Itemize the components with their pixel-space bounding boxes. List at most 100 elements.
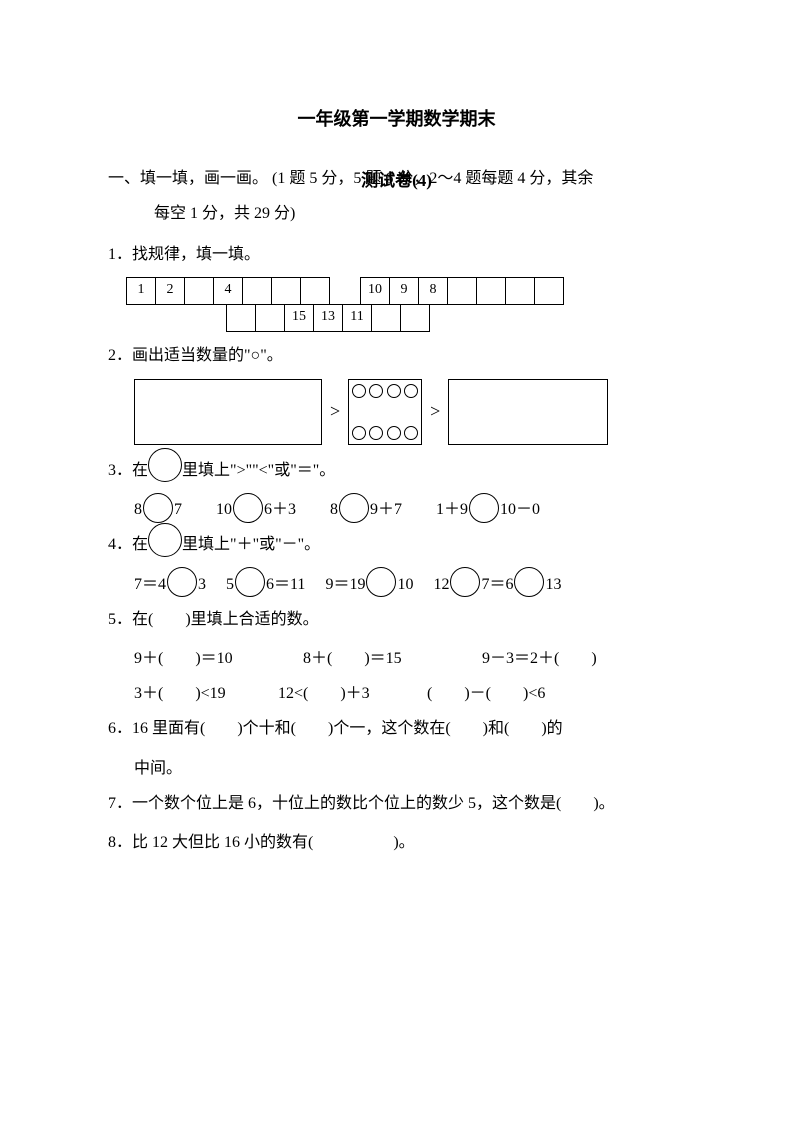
cell[interactable] <box>226 304 256 332</box>
q5-l2b: 12<( )＋3 <box>278 676 423 711</box>
q2-box-left[interactable] <box>134 379 322 445</box>
circle-row <box>352 426 418 440</box>
val: 8 <box>330 492 338 527</box>
circle-icon <box>369 426 383 440</box>
cell[interactable]: 15 <box>284 304 314 332</box>
val: 7 <box>174 492 182 527</box>
circle-blank-icon[interactable] <box>167 567 197 597</box>
circle-blank-icon[interactable] <box>514 567 544 597</box>
cell[interactable]: 10 <box>360 277 390 305</box>
question-8: 8．比 12 大但比 16 小的数有( )。 <box>108 825 685 860</box>
q8-num: 8． <box>108 825 132 860</box>
question-7: 7．一个数个位上是 6，十位上的数比个位上的数少 5，这个数是( )。 <box>108 786 685 821</box>
q1-seq-row-1: 1 2 4 10 9 8 <box>108 277 685 305</box>
val: 6＋3 <box>264 492 296 527</box>
s1-score-cont: 每空 1 分，共 29 分) <box>108 196 685 231</box>
section1: 一、填一填，画一画。 (1 题 5 分，5 题 6 分，2～4 题每题 4 分，… <box>108 161 685 196</box>
q1-text: 找规律，填一填。 <box>132 246 260 263</box>
cell[interactable] <box>400 304 430 332</box>
q5-l1a: 9＋( )＝10 <box>134 641 299 676</box>
q1-seq-c: 15 13 11 <box>226 304 430 332</box>
question-1: 1．找规律，填一填。 <box>108 237 685 272</box>
q1-seq-row-2: 15 13 11 <box>108 305 685 332</box>
cell[interactable] <box>476 277 506 305</box>
q3-e4: 1＋9 10－0 <box>436 492 540 527</box>
cell[interactable]: 13 <box>313 304 343 332</box>
q1-num: 1． <box>108 237 132 272</box>
circle-blank-icon[interactable] <box>469 493 499 523</box>
cell[interactable] <box>534 277 564 305</box>
q3-e2: 10 6＋3 <box>216 492 296 527</box>
circle-blank-icon[interactable] <box>148 448 182 482</box>
val: 9＋7 <box>370 492 402 527</box>
circle-icon <box>369 384 383 398</box>
circle-icon <box>352 426 366 440</box>
val: 10 <box>216 492 232 527</box>
val: 3 <box>198 567 206 602</box>
q7-text: 一个数个位上是 6，十位上的数比个位上的数少 5，这个数是( )。 <box>132 795 615 812</box>
cell[interactable] <box>184 277 214 305</box>
q5-num: 5． <box>108 602 132 637</box>
q2-num: 2． <box>108 338 132 373</box>
q2-box-right[interactable] <box>448 379 608 445</box>
q4-text-b: 里填上"＋"或"－"。 <box>182 536 320 553</box>
val: 1＋9 <box>436 492 468 527</box>
q3-e1: 87 <box>134 492 182 527</box>
q5-l2c: ( )－( )<6 <box>427 685 545 702</box>
circle-blank-icon[interactable] <box>148 523 182 557</box>
q5-text: 在( )里填上合适的数。 <box>132 611 319 628</box>
cell[interactable]: 11 <box>342 304 372 332</box>
val: 5 <box>226 567 234 602</box>
cell[interactable]: 1 <box>126 277 156 305</box>
cell[interactable]: 4 <box>213 277 243 305</box>
cell[interactable] <box>371 304 401 332</box>
question-6: 6．16 里面有( )个十和( )个一，这个数在( )和( )的 <box>108 711 685 746</box>
gt-symbol: > <box>328 392 342 432</box>
q5-line-1: 9＋( )＝10 8＋( )＝15 9－3＝2＋( ) <box>108 641 685 676</box>
q5-line-2: 3＋( )<19 12<( )＋3 ( )－( )<6 <box>108 676 685 711</box>
circle-blank-icon[interactable] <box>143 493 173 523</box>
q4-expressions: 7＝43 5 6＝11 9＝1910 127＝613 <box>108 567 685 602</box>
q4-e1: 7＝43 <box>134 567 206 602</box>
q3-num: 3． <box>108 453 132 488</box>
q4-e4: 127＝613 <box>433 567 561 602</box>
q2-diagram: > > <box>108 379 685 445</box>
circle-icon <box>352 384 366 398</box>
cell[interactable]: 8 <box>418 277 448 305</box>
circle-blank-icon[interactable] <box>366 567 396 597</box>
q6-num: 6． <box>108 711 132 746</box>
q4-e2: 5 6＝11 <box>226 567 305 602</box>
cell[interactable] <box>505 277 535 305</box>
q4-text-a: 在 <box>132 536 148 553</box>
cell[interactable]: 9 <box>389 277 419 305</box>
circle-blank-icon[interactable] <box>450 567 480 597</box>
cell[interactable] <box>271 277 301 305</box>
q6-text-2: 中间。 <box>108 751 685 786</box>
cell[interactable] <box>255 304 285 332</box>
cell[interactable] <box>300 277 330 305</box>
q7-num: 7． <box>108 786 132 821</box>
q6-text-1: 16 里面有( )个十和( )个一，这个数在( )和( )的 <box>132 720 563 737</box>
cell[interactable] <box>447 277 477 305</box>
val: 6＝11 <box>266 567 305 602</box>
q5-l1b: 8＋( )＝15 <box>303 641 478 676</box>
gt-symbol: > <box>428 392 442 432</box>
circle-icon <box>404 384 418 398</box>
q3-expressions: 87 10 6＋3 8 9＋7 1＋9 10－0 <box>108 492 685 527</box>
circle-blank-icon[interactable] <box>339 493 369 523</box>
q8-text: 比 12 大但比 16 小的数有( )。 <box>132 834 415 851</box>
q1-seq-a: 1 2 4 <box>126 277 330 305</box>
q3-text-a: 在 <box>132 462 148 479</box>
q2-box-mid <box>348 379 422 445</box>
question-5: 5．在( )里填上合适的数。 <box>108 602 685 637</box>
val: 9＝19 <box>325 567 365 602</box>
circle-icon <box>404 426 418 440</box>
cell[interactable] <box>242 277 272 305</box>
circle-blank-icon[interactable] <box>235 567 265 597</box>
val: 10－0 <box>500 492 540 527</box>
circle-blank-icon[interactable] <box>233 493 263 523</box>
q4-e3: 9＝1910 <box>325 567 413 602</box>
cell[interactable]: 2 <box>155 277 185 305</box>
question-4: 4．在里填上"＋"或"－"。 <box>108 527 685 562</box>
circle-row <box>352 384 418 398</box>
